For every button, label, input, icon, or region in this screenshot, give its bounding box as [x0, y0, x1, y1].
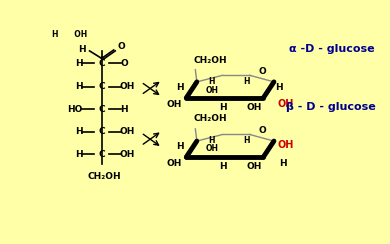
Text: H: H: [209, 136, 215, 145]
Text: H: H: [78, 45, 86, 54]
Text: OH: OH: [167, 100, 182, 109]
Text: OH: OH: [120, 150, 135, 159]
Text: β - D - glucose: β - D - glucose: [287, 102, 376, 112]
Text: H: H: [121, 105, 128, 114]
Text: O: O: [117, 42, 125, 51]
Text: OH: OH: [120, 127, 135, 136]
Text: H: H: [75, 150, 83, 159]
Text: H: H: [275, 83, 282, 92]
Text: H: H: [219, 162, 226, 171]
Text: H: H: [75, 82, 83, 91]
Text: H: H: [176, 83, 184, 92]
Text: OH: OH: [206, 144, 218, 153]
Text: C: C: [98, 105, 105, 114]
Text: OH: OH: [246, 162, 262, 171]
Text: HO: HO: [67, 105, 82, 114]
Text: CH₂OH: CH₂OH: [194, 114, 227, 123]
Text: H: H: [243, 77, 250, 86]
Text: H: H: [176, 142, 184, 151]
Text: H: H: [243, 136, 250, 145]
Text: OH: OH: [246, 103, 262, 112]
Text: OH: OH: [278, 140, 294, 150]
Text: O: O: [259, 126, 267, 135]
Text: OH: OH: [278, 100, 294, 109]
Text: OH: OH: [206, 86, 218, 95]
Text: H: H: [279, 159, 287, 168]
Text: C: C: [98, 82, 105, 91]
Text: H: H: [209, 77, 215, 86]
Text: C: C: [98, 59, 105, 68]
Text: C: C: [98, 150, 105, 159]
Text: H: H: [219, 103, 226, 112]
Text: H      OH: H OH: [52, 30, 87, 40]
Text: OH: OH: [167, 159, 182, 168]
Text: O: O: [259, 67, 267, 76]
Text: OH: OH: [120, 82, 135, 91]
Text: O: O: [121, 59, 128, 68]
Text: α -D - glucose: α -D - glucose: [289, 44, 374, 54]
Text: CH₂OH: CH₂OH: [194, 56, 227, 65]
Text: H: H: [75, 127, 83, 136]
Text: H: H: [75, 59, 83, 68]
Text: CH₂OH: CH₂OH: [88, 172, 121, 181]
Text: C: C: [98, 127, 105, 136]
